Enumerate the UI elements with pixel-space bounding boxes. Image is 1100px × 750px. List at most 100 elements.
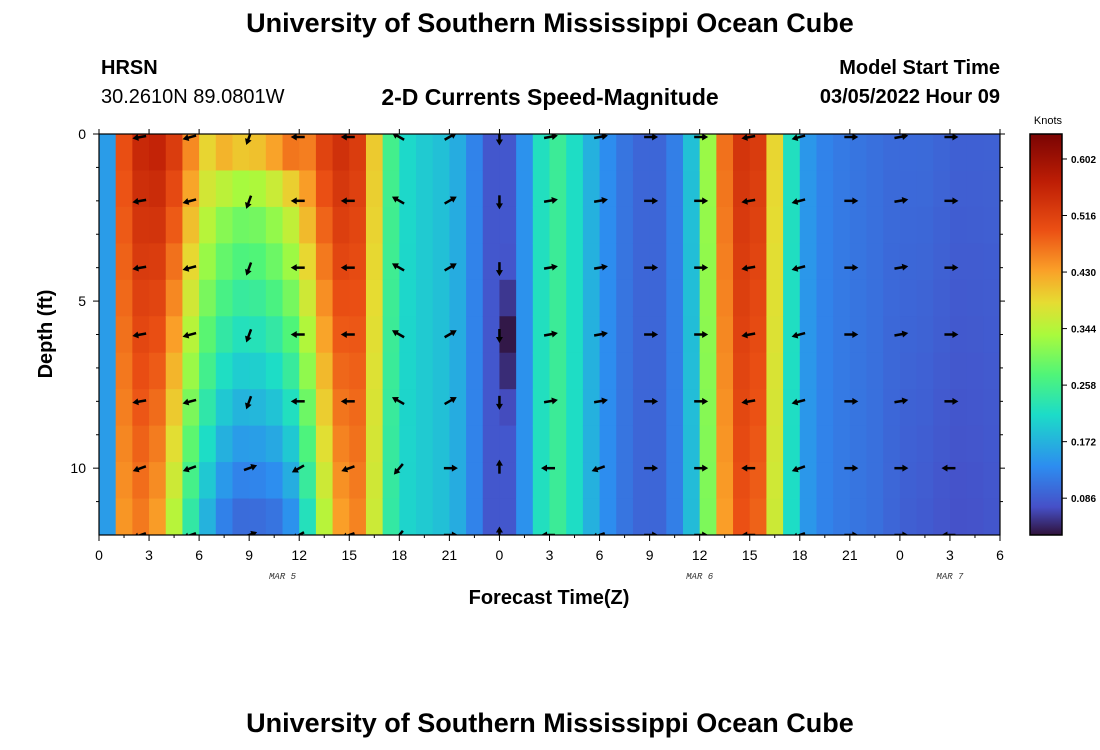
heatmap-cell (766, 498, 784, 535)
heatmap-cell (699, 206, 717, 244)
heatmap-cell (883, 498, 901, 535)
current-vector (894, 531, 909, 535)
heatmap-cell (766, 462, 784, 500)
heatmap-cell (249, 243, 267, 281)
heatmap-cell (749, 206, 768, 244)
heatmap-cell (432, 243, 450, 281)
heatmap-cell (933, 134, 951, 172)
heatmap-cell (299, 316, 317, 354)
heatmap-cell (983, 243, 1000, 281)
current-vector (245, 530, 258, 535)
y-axis-title: Depth (ft) (35, 290, 57, 379)
heatmap-cell (466, 425, 484, 463)
heatmap-cell (833, 316, 851, 354)
heatmap-cell (182, 352, 200, 390)
current-vector (290, 264, 305, 272)
current-vector (944, 264, 959, 272)
heatmap-cell (933, 170, 951, 208)
heatmap-cell (249, 279, 267, 317)
heatmap-cell (399, 462, 417, 500)
heatmap-cell (249, 316, 267, 354)
current-vector (593, 263, 608, 271)
heatmap-cell (132, 352, 150, 390)
heatmap-cell (616, 498, 634, 535)
heatmap-cell (866, 243, 884, 281)
heatmap-cell (949, 170, 968, 208)
heatmap-cell (299, 279, 317, 317)
heatmap-cell (849, 206, 868, 244)
heatmap-cell (299, 389, 317, 427)
heatmap-cell (616, 389, 634, 427)
heatmap-cell (699, 462, 717, 500)
heatmap-cell (799, 206, 818, 244)
heatmap-cell (282, 352, 300, 390)
heatmap-cell (332, 243, 350, 281)
heatmap-cell (666, 279, 684, 317)
heatmap-cell (716, 462, 734, 500)
current-vector (290, 397, 305, 405)
current-vectors (132, 134, 959, 535)
heatmap-cell (149, 279, 167, 317)
colorbar-tick-label: 0.172 (1071, 438, 1096, 449)
heatmap-cell (632, 389, 651, 427)
heatmap-cell (933, 352, 951, 390)
heatmap-cell (599, 279, 617, 317)
heatmap-cell (949, 462, 968, 500)
heatmap-cell (232, 316, 250, 354)
heatmap-cell (399, 316, 417, 354)
heatmap-cell (215, 389, 234, 427)
colorbar-tick-label: 0.258 (1071, 381, 1096, 392)
heatmap-cell (165, 206, 184, 244)
heatmap-cell (199, 352, 217, 390)
heatmap-cell (783, 425, 801, 463)
heatmap-cell (816, 352, 834, 390)
current-vector (495, 459, 503, 474)
heatmap-cell (883, 425, 901, 463)
heatmap-cell (749, 243, 768, 281)
date-label: MAR 6 (686, 572, 714, 582)
heatmap-cell (716, 134, 734, 172)
heatmap-cell (215, 462, 234, 500)
heatmap-cell (582, 243, 601, 281)
y-tick-label: 0 (78, 126, 86, 142)
current-vector (185, 531, 197, 535)
heatmap-cell (933, 498, 951, 535)
heatmap-cell (733, 279, 751, 317)
heatmap-cell (282, 389, 300, 427)
heatmap-cell (132, 498, 150, 535)
heatmap-cell (866, 134, 884, 172)
heatmap-cell (599, 206, 617, 244)
heatmap-cell (632, 425, 651, 463)
heatmap-cell (99, 498, 117, 535)
heatmap-cell (399, 389, 417, 427)
current-vector (182, 398, 197, 406)
heatmap-cell (733, 243, 751, 281)
heatmap-cell (182, 425, 200, 463)
heatmap-cell (599, 243, 617, 281)
heatmap-cell (632, 243, 651, 281)
heatmap-cell (833, 279, 851, 317)
heatmap-cell (532, 425, 551, 463)
heatmap-cell (616, 243, 634, 281)
heatmap-cell (115, 279, 133, 317)
heatmap-cell (299, 134, 317, 172)
heatmap-cell (749, 425, 768, 463)
heatmap-cell (149, 243, 167, 281)
colorbar-frame (1029, 133, 1063, 536)
current-vector (694, 397, 709, 405)
heatmap-cell (916, 206, 934, 244)
heatmap-cell (616, 170, 634, 208)
heatmap-cell (182, 243, 200, 281)
colorbar-title: Knots (1034, 115, 1063, 127)
heatmap-cell (299, 462, 317, 500)
x-tick-label: 0 (95, 547, 103, 563)
current-vector (741, 464, 756, 472)
heatmap-cell (799, 462, 818, 500)
current-vector (182, 134, 197, 142)
heatmap-cell (282, 462, 300, 500)
heatmap-cell (182, 279, 200, 317)
heatmap-cell (916, 170, 934, 208)
heatmap-cell (666, 170, 684, 208)
heatmap-cell (149, 425, 167, 463)
heatmap-cell (115, 425, 133, 463)
